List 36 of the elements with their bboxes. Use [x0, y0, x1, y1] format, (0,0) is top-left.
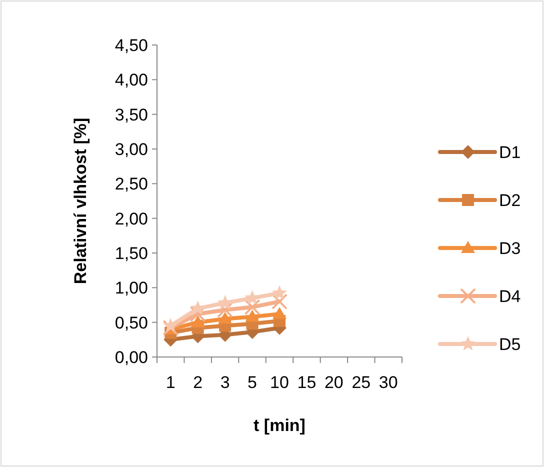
y-tick-label: 3,50 [114, 105, 148, 124]
legend-label: D3 [499, 238, 521, 258]
x-tick-label: 30 [378, 373, 398, 392]
x-tick-label: 15 [297, 373, 316, 392]
point [272, 294, 288, 310]
y-tick-label: 2,50 [114, 174, 148, 194]
point [272, 285, 288, 300]
point [190, 315, 205, 328]
legend-label: D2 [499, 190, 521, 210]
x-axis-title: t [min] [254, 416, 306, 435]
point [272, 307, 286, 320]
x-tick-label: 3 [220, 373, 230, 392]
point [244, 299, 260, 316]
point [245, 310, 260, 322]
y-axis-title: Relativní vlhkost [%] [71, 118, 90, 284]
x-tick-label: 2 [193, 373, 203, 392]
x-tick-label: 20 [324, 373, 344, 392]
point [190, 306, 206, 322]
point [218, 312, 232, 324]
legend-label: D1 [499, 142, 521, 162]
x-tick-label: 25 [352, 373, 371, 392]
y-tick-label: 2,00 [114, 209, 148, 228]
point [217, 302, 234, 318]
y-tick-label: 3,00 [114, 140, 148, 159]
point [163, 318, 178, 332]
legend-label: D5 [499, 334, 521, 354]
x-tick-label: 5 [248, 373, 258, 392]
y-tick-label: 4,00 [114, 70, 148, 90]
y-tick-label: 1,00 [114, 278, 148, 298]
y-tick-label: 4,50 [114, 36, 148, 55]
legend-label: D4 [499, 286, 521, 306]
y-tick-label: 1,50 [114, 244, 148, 263]
y-tick-label: 0,50 [114, 313, 148, 332]
y-tick-label: 0,00 [114, 348, 148, 367]
x-tick-label: 1 [166, 373, 176, 392]
x-tick-label: 10 [270, 373, 289, 392]
